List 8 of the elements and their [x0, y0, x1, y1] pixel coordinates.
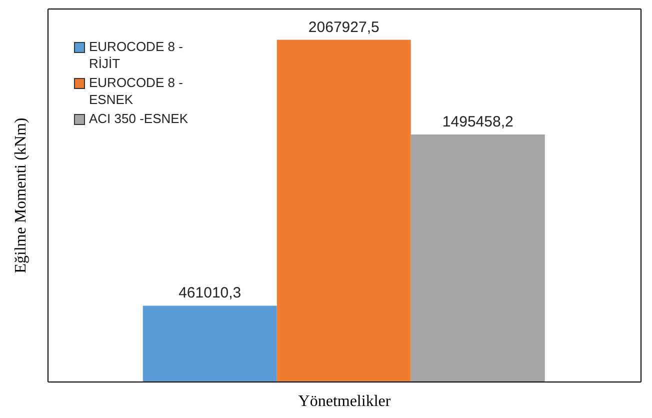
- legend-label: ACI 350 -ESNEK: [89, 110, 188, 127]
- data-label: 2067927,5: [308, 18, 380, 36]
- data-label: 461010,3: [178, 284, 242, 302]
- x-axis-title: Yönetmelikler: [298, 393, 392, 410]
- legend-label: EUROCODE 8 - ESNEK: [89, 74, 184, 108]
- y-axis-title: Eğilme Momenti (kNm): [12, 118, 30, 274]
- legend-label: EUROCODE 8 - RİJİT: [89, 38, 184, 72]
- data-label: 1495458,2: [442, 114, 514, 131]
